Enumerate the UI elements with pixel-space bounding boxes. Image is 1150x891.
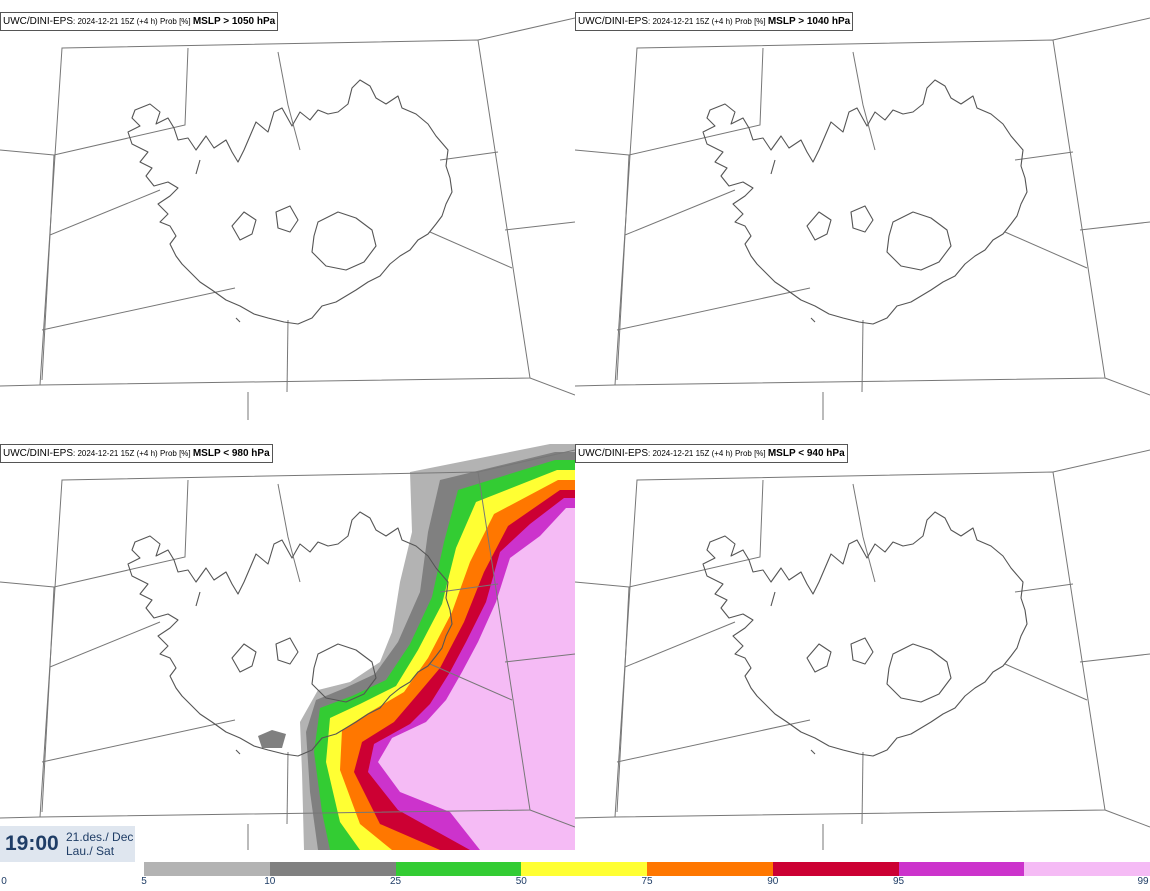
colorbar-tick-label: 50 — [515, 876, 527, 887]
run-info: : 2024-12-21 15Z (+4 h) Prob [%] — [73, 17, 193, 26]
map-panel-mslp-gt-1040: UWC/DINI-EPS: 2024-12-21 15Z (+4 h) Prob… — [575, 0, 1150, 432]
colorbar-tick-label: 5 — [141, 876, 147, 887]
parameter: MSLP < 980 hPa — [192, 448, 270, 459]
valid-time: 19:00 — [5, 832, 59, 855]
map-panel-mslp-lt-980: UWC/DINI-EPS: 2024-12-21 15Z (+4 h) Prob… — [0, 432, 575, 850]
parameter: MSLP > 1050 hPa — [192, 16, 276, 27]
valid-date-line2: Lau./ Sat — [66, 844, 115, 858]
colorbar-tick-label: 99 — [1137, 876, 1149, 887]
colorbar-segment — [521, 862, 647, 876]
run-info: : 2024-12-21 15Z (+4 h) Prob [%] — [73, 449, 193, 458]
colorbar-segment — [772, 862, 899, 876]
probability-field — [258, 444, 575, 850]
run-info: : 2024-12-21 15Z (+4 h) Prob [%] — [648, 17, 768, 26]
valid-date: 21.des./ Dec Lau./ Sat — [66, 830, 133, 858]
colorbar-tick-label: 25 — [389, 876, 402, 887]
colorbar-tick-label: 0 — [1, 876, 7, 887]
panel-title: UWC/DINI-EPS: 2024-12-21 15Z (+4 h) Prob… — [575, 444, 848, 463]
probability-colorbar — [144, 862, 1150, 876]
colorbar-segment — [395, 862, 522, 876]
colorbar-segment — [144, 862, 270, 876]
model-name: UWC/DINI-EPS — [3, 448, 73, 459]
map-panel-mslp-lt-940: UWC/DINI-EPS: 2024-12-21 15Z (+4 h) Prob… — [575, 432, 1150, 850]
model-name: UWC/DINI-EPS — [578, 16, 648, 27]
model-name: UWC/DINI-EPS — [578, 448, 648, 459]
colorbar-tick-label: 75 — [641, 876, 653, 887]
map-canvas — [0, 17, 575, 421]
model-name: UWC/DINI-EPS — [3, 16, 73, 27]
map-canvas — [0, 444, 575, 850]
colorbar-ticks: 0 5 10 25 50 75 90 95 99 — [0, 876, 1150, 891]
valid-time-box: 19:00 21.des./ Dec Lau./ Sat — [0, 826, 135, 862]
map-canvas — [575, 17, 1150, 421]
parameter: MSLP > 1040 hPa — [767, 16, 851, 27]
panel-title: UWC/DINI-EPS: 2024-12-21 15Z (+4 h) Prob… — [575, 12, 854, 31]
valid-date-line1: 21.des./ Dec — [66, 830, 134, 844]
panel-title: UWC/DINI-EPS: 2024-12-21 15Z (+4 h) Prob… — [0, 444, 273, 463]
colorbar-segment — [647, 862, 773, 876]
colorbar-segment — [898, 862, 1025, 876]
colorbar-tick-label: 95 — [892, 876, 905, 887]
colorbar-tick-label: 10 — [264, 876, 276, 887]
colorbar-segment — [269, 862, 396, 876]
map-canvas — [575, 449, 1150, 850]
map-panel-mslp-gt-1050: UWC/DINI-EPS: 2024-12-21 15Z (+4 h) Prob… — [0, 0, 575, 432]
colorbar-segment — [1024, 862, 1150, 876]
panel-title: UWC/DINI-EPS: 2024-12-21 15Z (+4 h) Prob… — [0, 12, 279, 31]
parameter: MSLP < 940 hPa — [767, 448, 845, 459]
colorbar-tick-label: 90 — [767, 876, 779, 887]
run-info: : 2024-12-21 15Z (+4 h) Prob [%] — [648, 449, 768, 458]
